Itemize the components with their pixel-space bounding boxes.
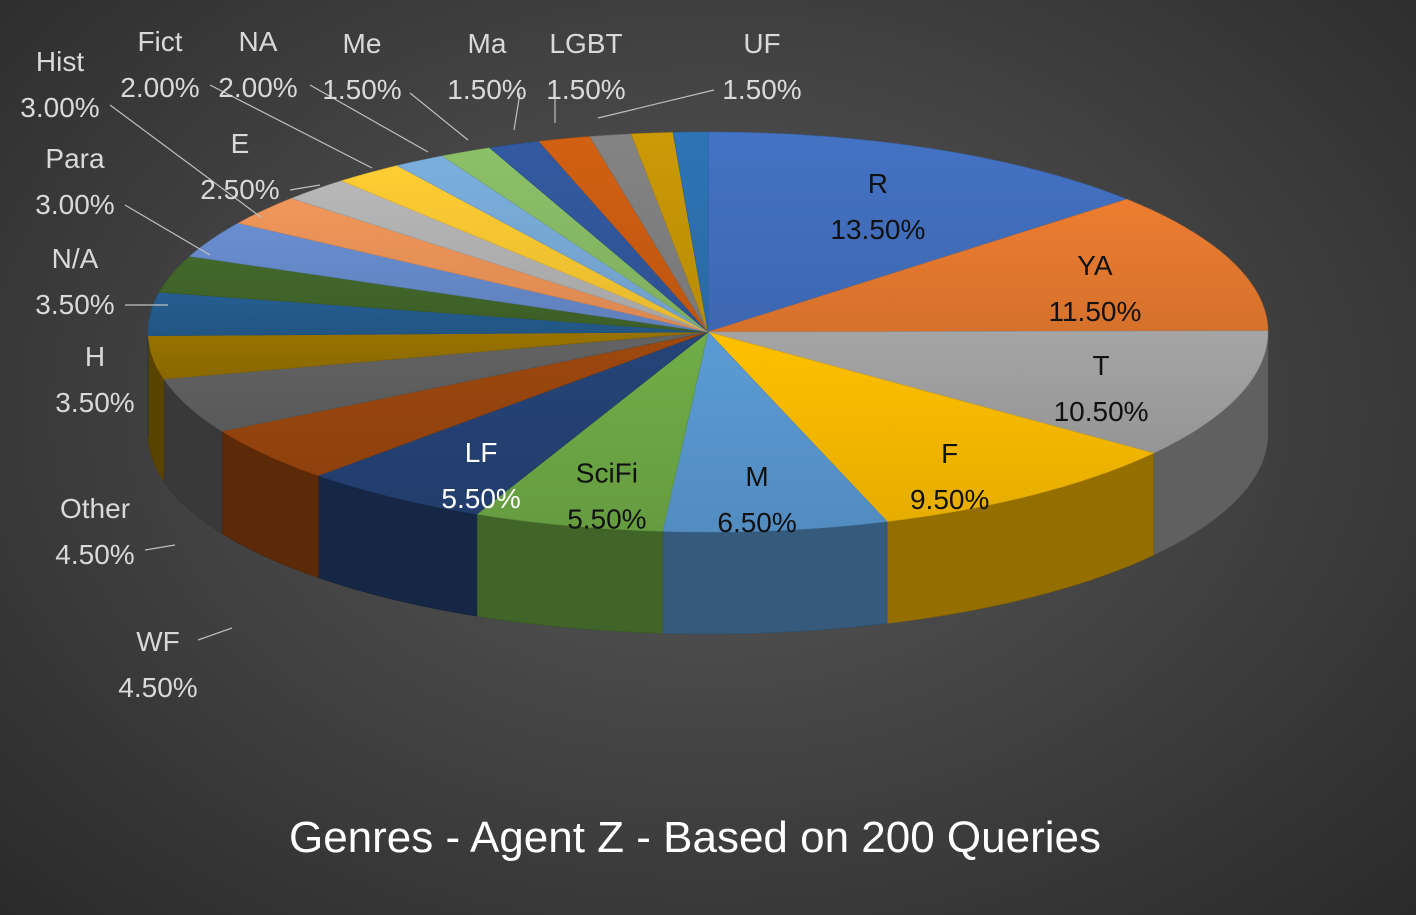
data-label-para: 3.00% [35,189,114,220]
category-label-para: Para [45,143,105,174]
slice-unlabeled [672,131,709,333]
category-label-m: M [745,461,768,492]
slice-f [707,331,1155,522]
category-label-r: R [868,168,888,199]
data-label-ya: 11.50% [1048,296,1141,327]
category-label-h: H [85,341,105,372]
chart-title: Genres - Agent Z - Based on 200 Queries [289,813,1101,862]
leader-line-na [309,84,429,153]
slice-hist [188,222,709,333]
data-label-scifi: 5.50% [567,503,646,534]
data-label-e: 2.50% [200,174,279,205]
slice-t [707,330,1269,454]
data-label-n-a: 3.50% [35,289,114,320]
leader-line-uf [597,89,715,119]
data-label-ma: 1.50% [447,74,526,105]
slice-other [163,331,709,432]
category-label-fict: Fict [137,26,182,57]
slice-para [158,256,709,333]
data-label-f: 9.50% [910,484,989,515]
slice-e [237,197,709,333]
data-label-me: 1.50% [322,74,401,105]
slice-n-a [147,291,709,337]
data-label-uf: 1.50% [722,74,801,105]
leader-line-para [124,204,211,256]
slice-r [707,131,1128,333]
category-label-other: Other [60,493,130,524]
data-label-lgbt: 1.50% [546,74,625,105]
slice-h [147,331,709,380]
data-labels: R 13.50% YA 11.50% T 10.50% F 9.50% M 6.50% SciFi 5… [20,26,1148,703]
category-label-me: Me [343,28,382,59]
leader-line-other [144,544,176,551]
pie-sides [147,331,1269,635]
category-label-t: T [1093,350,1110,381]
category-label-ya: YA [1077,250,1113,281]
category-label-lgbt: LGBT [549,28,622,59]
slice-m [662,331,888,533]
leader-line-e [289,184,321,191]
data-label-t: 10.50% [1054,396,1149,427]
data-label-na: 2.00% [218,72,297,103]
slice-lf [317,331,709,515]
data-label-h: 3.50% [55,387,134,418]
category-label-wf: WF [136,626,180,657]
slice-side-m [662,521,888,635]
leader-line-hist [109,104,263,219]
pie-tops [147,131,1269,533]
leader-line-me [409,92,469,141]
data-label-other: 4.50% [55,539,134,570]
data-label-r: 13.50% [830,214,925,245]
category-label-scifi: SciFi [576,457,638,488]
slice-wf [221,331,709,476]
data-label-hist: 3.00% [20,92,99,123]
leader-lines [109,84,715,641]
category-label-ma: Ma [468,28,507,59]
leader-line-ma [513,92,521,131]
data-label-fict: 2.00% [120,72,199,103]
leader-line-fict [209,84,373,169]
data-label-m: 6.50% [717,507,796,538]
slice-scifi [476,331,709,532]
data-label-wf: 4.50% [118,672,197,703]
data-label-lf: 5.50% [441,483,520,514]
category-label-f: F [941,438,958,469]
category-label-lf: LF [465,437,498,468]
category-label-n-a: N/A [52,243,99,274]
slice-ya [707,198,1269,333]
category-label-na: NA [239,26,278,57]
leader-line-wf [197,627,233,641]
category-label-hist: Hist [36,46,84,77]
category-label-uf: UF [743,28,780,59]
category-label-e: E [231,128,250,159]
